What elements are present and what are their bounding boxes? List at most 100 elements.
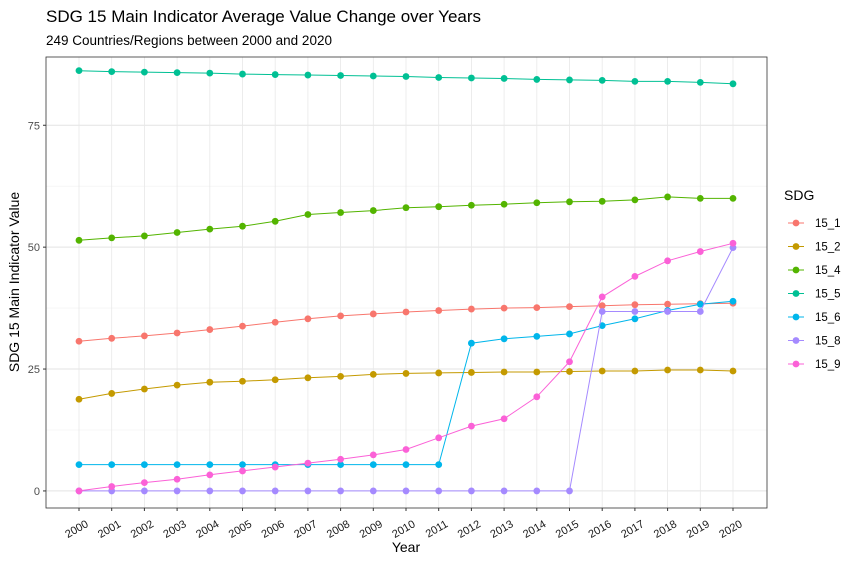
data-point <box>468 422 475 430</box>
data-point <box>435 434 443 442</box>
data-point <box>631 77 639 85</box>
data-point <box>566 198 573 206</box>
data-point <box>337 312 344 320</box>
data-point <box>239 322 246 330</box>
x-tick-label: 2008 <box>325 518 352 541</box>
x-tick-label: 2003 <box>161 518 188 541</box>
data-point <box>500 335 508 343</box>
data-point <box>206 461 214 469</box>
legend-key-point <box>792 266 800 274</box>
data-point <box>108 334 116 342</box>
data-point <box>729 297 737 305</box>
data-point <box>271 463 279 471</box>
data-point <box>631 301 639 309</box>
data-point <box>369 461 377 469</box>
data-point <box>435 369 443 377</box>
data-point <box>206 487 214 495</box>
data-point <box>598 308 606 315</box>
data-point <box>598 302 606 310</box>
legend-item: 15_8 <box>788 336 841 348</box>
data-point <box>566 487 573 495</box>
data-point <box>75 395 83 403</box>
data-point <box>566 368 573 375</box>
data-point <box>108 390 116 397</box>
data-point <box>173 381 181 389</box>
data-point <box>500 415 508 423</box>
legend-label: 15_6 <box>815 312 841 324</box>
data-point <box>402 446 410 453</box>
x-tick-label: 2002 <box>129 518 156 541</box>
data-point <box>239 377 246 385</box>
x-tick-label: 2010 <box>390 518 417 541</box>
data-point <box>566 330 573 338</box>
data-point <box>337 72 344 79</box>
data-point <box>206 225 214 233</box>
data-point <box>533 368 541 376</box>
data-point <box>337 455 344 463</box>
legend-items: 15_1 15_2 15_4 15_5 15_6 15_8 15_9 <box>788 218 841 371</box>
data-point <box>435 74 443 81</box>
data-point <box>75 461 83 469</box>
data-point <box>402 204 410 212</box>
legend-key-point <box>792 360 800 368</box>
data-point <box>271 376 279 384</box>
x-tick-label: 2015 <box>554 518 581 541</box>
x-tick-label: 2007 <box>292 518 319 541</box>
data-point <box>533 332 541 340</box>
x-tick-label: 2012 <box>456 518 483 541</box>
grid <box>45 56 768 509</box>
data-point <box>631 273 639 280</box>
data-point <box>271 318 279 326</box>
y-tick-label: 0 <box>34 486 40 498</box>
data-point <box>108 461 116 469</box>
y-tick-label: 25 <box>28 364 40 376</box>
legend-item: 15_6 <box>788 312 841 324</box>
data-point <box>664 308 671 315</box>
legend-label: 15_2 <box>815 242 841 254</box>
data-point <box>337 209 344 216</box>
data-point <box>402 461 410 469</box>
legend-item: 15_9 <box>788 359 841 371</box>
data-point <box>206 378 214 386</box>
data-point <box>239 222 246 230</box>
x-tick-label: 2018 <box>652 518 679 541</box>
data-point <box>173 475 181 483</box>
data-point <box>566 303 573 311</box>
y-axis-label: SDG 15 Main Indicator Value <box>6 192 22 372</box>
data-point <box>696 194 704 202</box>
data-point <box>75 337 83 345</box>
series-layer <box>75 67 737 495</box>
data-point <box>206 326 214 333</box>
data-point <box>468 487 475 495</box>
data-point <box>402 487 410 495</box>
data-point <box>598 367 606 375</box>
data-point <box>598 293 606 301</box>
data-point <box>729 80 737 88</box>
legend-key-point <box>792 337 800 344</box>
x-tick-label: 2005 <box>227 518 254 541</box>
x-tick-label: 2014 <box>521 518 548 541</box>
data-point <box>239 70 246 78</box>
data-point <box>500 487 508 495</box>
data-point <box>369 310 377 318</box>
data-point <box>468 339 475 347</box>
data-point <box>598 322 606 330</box>
x-tick-label: 2017 <box>619 518 646 541</box>
data-point <box>141 332 148 340</box>
data-point <box>141 385 148 393</box>
data-point <box>173 69 181 77</box>
data-point <box>141 487 148 495</box>
data-point <box>631 308 639 315</box>
data-point <box>206 69 214 77</box>
data-point <box>337 461 344 469</box>
x-tick-label: 2004 <box>194 518 221 541</box>
data-point <box>533 199 541 207</box>
data-point <box>108 483 116 490</box>
series-15-4 <box>75 193 737 244</box>
data-point <box>402 370 410 377</box>
data-point <box>75 487 83 495</box>
data-point <box>664 77 671 85</box>
x-tick-label: 2009 <box>358 518 385 541</box>
